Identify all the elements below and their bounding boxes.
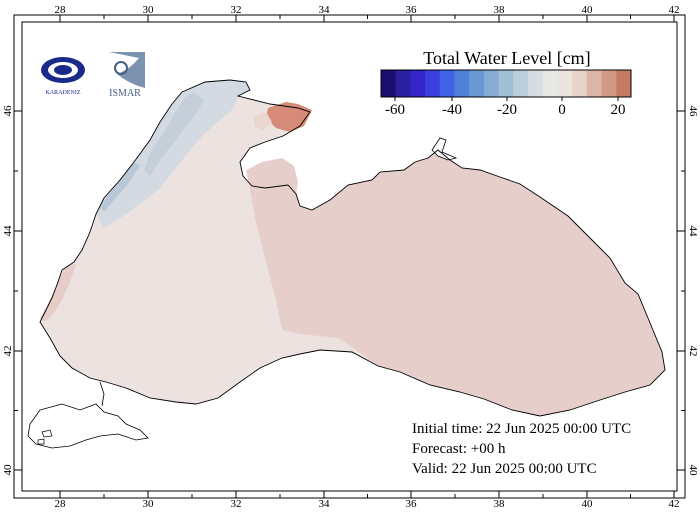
axis-ticks: 28 28 30 30 32 32 34 34 36 36 38 38 40 40 42 42 40 40 42 42… xyxy=(2,4,699,510)
ismar-logo: ISMAR xyxy=(99,48,151,100)
legend-color-swatch xyxy=(395,70,411,97)
x-tick-label-top-42: 42 xyxy=(669,4,680,16)
legend-color-swatch xyxy=(498,70,514,97)
legend-colorbar xyxy=(380,69,632,98)
marmara-island-2 xyxy=(37,438,45,445)
sea-ne-spit xyxy=(431,137,458,161)
legend-color-swatch xyxy=(572,70,588,97)
x-tick-label-top-34: 34 xyxy=(319,4,331,16)
legend-title: Total Water Level [cm] xyxy=(423,48,590,68)
x-tick-label-top-36: 36 xyxy=(406,4,418,16)
marmara-island-1 xyxy=(41,429,53,438)
legend-color-swatch xyxy=(410,70,426,97)
sea-east xyxy=(246,150,665,416)
y-tick-label-left-46: 46 xyxy=(2,105,14,117)
legend-color-swatch xyxy=(557,70,573,97)
x-tick-label-top-38: 38 xyxy=(494,4,506,16)
x-tick-label-top-40: 40 xyxy=(582,4,594,16)
y-tick-label-left-42: 42 xyxy=(2,346,14,357)
ismar-logo-text: ISMAR xyxy=(109,88,141,99)
legend-tick-labels: -60 -40 -20 0 20 xyxy=(385,97,626,118)
legend-color-swatch xyxy=(469,70,485,97)
legend-color-swatch xyxy=(483,70,499,97)
valid-time-label: Valid: 22 Jun 2025 00:00 UTC xyxy=(412,461,597,477)
x-tick-label-bottom-30: 30 xyxy=(143,498,155,507)
colorbar-legend: Total Water Level [cm] -60 -40 -20 0 20 xyxy=(380,48,632,118)
marmara-coastline xyxy=(27,403,149,449)
sea-west-coast-strip xyxy=(40,264,76,322)
legend-color-swatch xyxy=(586,70,602,97)
y-tick-label-right-46: 46 xyxy=(687,106,699,118)
legend-color-swatch xyxy=(439,70,455,97)
x-tick-label-top-28: 28 xyxy=(55,4,67,16)
legend-tick-label-0: 0 xyxy=(558,102,566,118)
legend-color-swatch xyxy=(381,70,397,97)
legend-color-swatch xyxy=(601,70,617,97)
legend-tick-label--60: -60 xyxy=(385,102,405,118)
karadeniz-logo: KARADENIZ xyxy=(31,48,95,100)
x-tick-label-bottom-36: 36 xyxy=(406,498,418,507)
map-frame-inner xyxy=(21,21,678,492)
legend-color-swatch xyxy=(425,70,441,97)
sea-kerch-area xyxy=(254,112,272,130)
sea-northwest-edge xyxy=(100,162,140,212)
legend-color-swatch xyxy=(454,70,470,97)
forecast-label: Forecast: +00 h xyxy=(412,441,506,457)
sea-azov-hotspot xyxy=(266,102,312,132)
bosphorus xyxy=(99,381,105,407)
karadeniz-logo-text: KARADENIZ xyxy=(46,90,81,96)
legend-tick-label-20: 20 xyxy=(611,102,626,118)
x-tick-label-bottom-38: 38 xyxy=(494,498,506,507)
coastline xyxy=(39,79,666,417)
x-tick-label-bottom-40: 40 xyxy=(582,498,594,507)
x-tick-label-bottom-34: 34 xyxy=(319,498,331,507)
y-tick-label-right-40: 40 xyxy=(687,465,699,477)
x-tick-label-bottom-42: 42 xyxy=(669,498,680,507)
legend-tick-label--20: -20 xyxy=(497,102,517,118)
legend-color-swatch xyxy=(528,70,544,97)
legend-colorbar-border xyxy=(380,69,632,98)
legend-color-swatch xyxy=(513,70,529,97)
x-tick-label-bottom-28: 28 xyxy=(55,498,67,507)
x-tick-label-bottom-32: 32 xyxy=(231,498,242,507)
x-tick-label-top-30: 30 xyxy=(143,4,155,16)
y-tick-label-right-42: 42 xyxy=(687,346,699,357)
y-tick-label-left-40: 40 xyxy=(2,464,14,476)
map-frame-outer xyxy=(13,14,686,499)
sea-northwest-shelf xyxy=(96,80,250,228)
y-tick-label-right-44: 44 xyxy=(687,226,699,238)
initial-time-label: Initial time: 22 Jun 2025 00:00 UTC xyxy=(412,421,632,437)
legend-color-swatch xyxy=(542,70,558,97)
legend-tick-label--40: -40 xyxy=(442,102,462,118)
x-tick-label-top-32: 32 xyxy=(231,4,242,16)
y-tick-label-left-44: 44 xyxy=(2,225,14,237)
legend-color-swatch xyxy=(616,70,632,97)
sea-northwest-channel xyxy=(144,92,204,176)
